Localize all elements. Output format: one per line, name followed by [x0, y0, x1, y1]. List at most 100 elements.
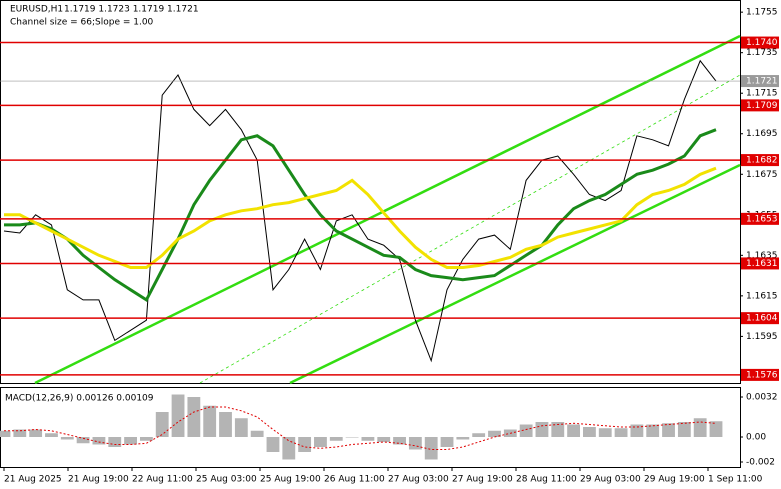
level-label: 1.1604 — [746, 314, 778, 324]
level-label: 1.1653 — [746, 214, 778, 224]
x-tick-label: 27 Aug 03:00 — [388, 475, 449, 485]
macd-bar — [472, 433, 486, 437]
y-tick-label: 0.0032 — [746, 393, 778, 403]
level-label: 1.1740 — [746, 38, 778, 48]
macd-bar — [456, 437, 470, 440]
macd-bar — [408, 437, 422, 450]
macd-bar — [583, 427, 596, 437]
level-label-bg — [741, 99, 779, 112]
macd-bar — [124, 437, 137, 445]
macd-bar — [345, 437, 359, 438]
y-tick-label: 1.1635 — [746, 251, 778, 261]
main-panel: 1.17551.17351.17151.16951.16751.16551.16… — [0, 8, 779, 485]
y-tick-label: 1.1675 — [746, 170, 778, 180]
macd-bar — [108, 437, 122, 447]
macd-bar — [155, 412, 169, 437]
macd-bar — [45, 433, 58, 437]
annotation: Channel size = 66;Slope = 1.00 — [10, 18, 154, 28]
macd-bar — [709, 421, 723, 437]
macd-bar — [234, 418, 248, 437]
macd-bar — [250, 430, 264, 437]
macd-bar — [282, 437, 296, 460]
macd-bar — [76, 437, 90, 444]
level-label: 1.1682 — [746, 156, 778, 166]
y-tick-label: 1.1755 — [746, 8, 778, 18]
level-label: 1.1631 — [746, 259, 778, 269]
macd-bar — [92, 437, 106, 445]
y-tick-label: 1.1695 — [746, 129, 778, 139]
signal-line — [4, 406, 717, 450]
channel-upper — [34, 34, 741, 385]
macd-bar — [646, 424, 660, 437]
macd-bar — [614, 428, 628, 437]
x-tick-label: 25 Aug 03:00 — [196, 475, 257, 485]
macd-bar — [13, 429, 27, 437]
macd-bar — [139, 437, 153, 441]
macd-bar — [535, 422, 549, 437]
macd-bar — [60, 437, 74, 440]
x-tick-label: 27 Aug 19:00 — [452, 475, 513, 485]
y-tick-label: -0.002 — [746, 458, 775, 468]
y-tick-label: 1.1715 — [746, 89, 778, 99]
x-tick-label: 29 Aug 19:00 — [644, 475, 705, 485]
ohlc: 1.1719 1.1723 1.1719 1.1721 — [64, 5, 199, 15]
x-tick-label: 29 Aug 03:00 — [580, 475, 641, 485]
level-label-bg — [741, 212, 779, 225]
macd-title: MACD(12,26,9) 0.00126 0.00109 — [5, 394, 154, 404]
y-tick-label: 1.1615 — [746, 291, 778, 301]
macd-bar — [519, 424, 533, 437]
macd-bar — [630, 424, 644, 437]
macd-bar — [329, 437, 343, 441]
macd-bar — [219, 412, 232, 437]
macd-bar — [361, 437, 375, 441]
level-label-bg — [741, 312, 779, 325]
macd-bar — [677, 422, 691, 437]
macd-bar — [693, 418, 707, 437]
macd-bar — [393, 437, 406, 445]
macd-bar — [203, 405, 217, 437]
macd-bar — [314, 437, 327, 447]
x-tick-label: 21 Aug 19:00 — [68, 475, 129, 485]
x-tick-label: 28 Aug 11:00 — [516, 475, 577, 485]
macd-panel: 0.0032 0.00 -0.002 — [0, 393, 778, 468]
macd-bar — [488, 430, 501, 437]
macd-bar — [598, 428, 612, 437]
x-tick-label: 26 Aug 11:00 — [324, 475, 385, 485]
macd-bar — [171, 394, 185, 437]
macd-bar — [298, 437, 312, 452]
macd-bar — [0, 430, 11, 437]
y-tick-label: 1.1735 — [746, 48, 778, 58]
symbol: EURUSD,H1 — [10, 5, 63, 15]
y-tick-label: 1.1595 — [746, 332, 778, 342]
channel-middle — [199, 74, 741, 384]
moving-average — [4, 128, 717, 303]
level-label: 1.1709 — [746, 101, 778, 111]
macd-bar — [377, 437, 391, 442]
macd-bar — [551, 422, 565, 437]
macd-bar — [266, 437, 280, 452]
current-price-label: 1.1721 — [746, 77, 778, 87]
level-label: 1.1576 — [746, 370, 778, 380]
macd-bar — [424, 437, 438, 460]
moving-average — [4, 166, 717, 269]
macd-bar — [29, 429, 43, 437]
macd-frame — [0, 387, 741, 468]
main-frame — [0, 0, 741, 384]
x-tick-label: 25 Aug 19:00 — [260, 475, 321, 485]
macd-bar — [567, 424, 581, 437]
channel-lower — [289, 163, 741, 385]
x-tick-label: 21 Aug 2025 — [4, 475, 62, 485]
x-tick-label: 1 Sep 11:00 — [708, 475, 763, 485]
level-label-bg — [741, 257, 779, 270]
current-price-bg — [741, 75, 779, 88]
macd-bar — [440, 437, 454, 447]
x-tick-label: 22 Aug 11:00 — [132, 475, 193, 485]
level-label-bg — [741, 368, 779, 381]
macd-bar — [187, 397, 201, 437]
macd-bar — [662, 423, 675, 437]
level-label-bg — [741, 36, 779, 49]
level-label-bg — [741, 154, 779, 167]
y-tick-label: 0.00 — [746, 433, 766, 443]
